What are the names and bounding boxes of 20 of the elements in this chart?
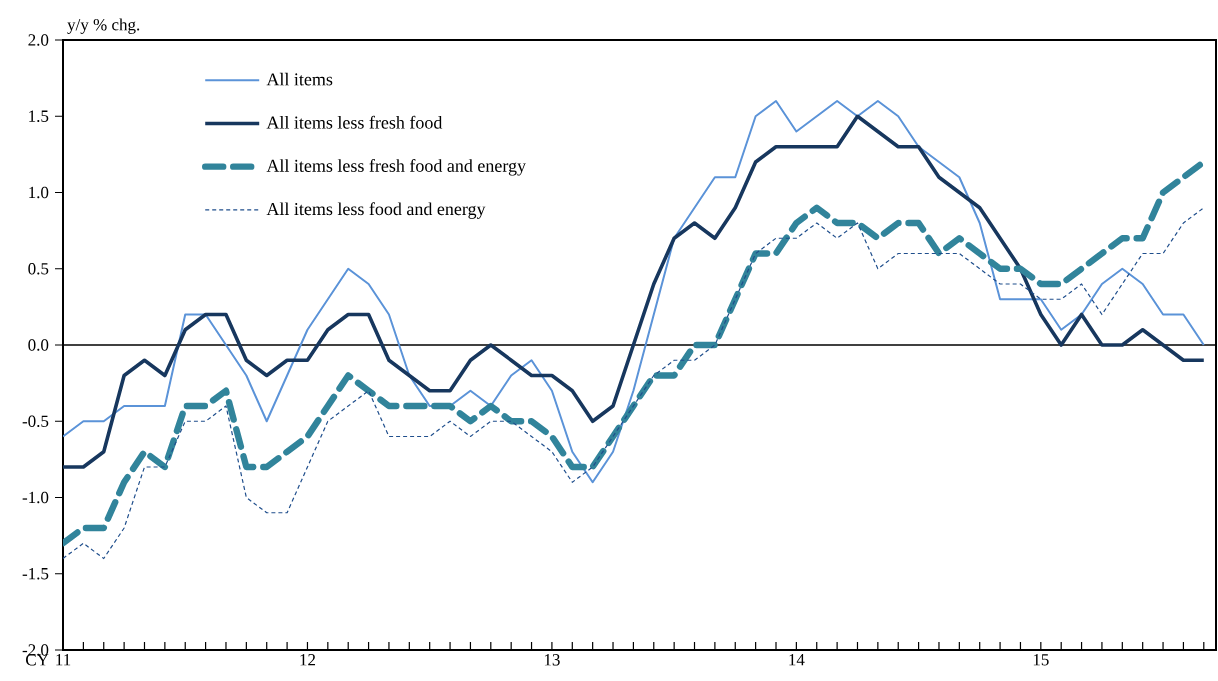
- x-tick-label: 12: [300, 654, 316, 666]
- y-tick-label: -2.0: [22, 644, 49, 656]
- y-tick-label: -1.0: [22, 491, 49, 504]
- y-tick-label: 0.5: [28, 262, 49, 275]
- x-tick-label: 13: [544, 654, 560, 666]
- y-tick-label: -1.5: [22, 568, 49, 580]
- legend-label: All items less fresh food and energy: [266, 159, 526, 176]
- x-tick-label: 15: [1033, 654, 1049, 666]
- y-tick-label: 2.0: [28, 34, 49, 46]
- x-tick-label: 11: [56, 654, 71, 666]
- y-tick-label: 0.0: [28, 339, 49, 351]
- y-tick-label: -0.5: [22, 415, 49, 428]
- y-tick-label: 1.5: [29, 110, 49, 122]
- x-tick-label: 14: [789, 654, 805, 666]
- legend-label: All items: [266, 72, 333, 86]
- y-tick-label: 1.0: [29, 186, 49, 199]
- x-axis-title: CY: [26, 654, 49, 666]
- legend-label: All items less fresh food: [266, 115, 443, 129]
- legend-label: All items less food and energy: [266, 202, 486, 219]
- y-axis-title: y/y % chg.: [67, 18, 140, 34]
